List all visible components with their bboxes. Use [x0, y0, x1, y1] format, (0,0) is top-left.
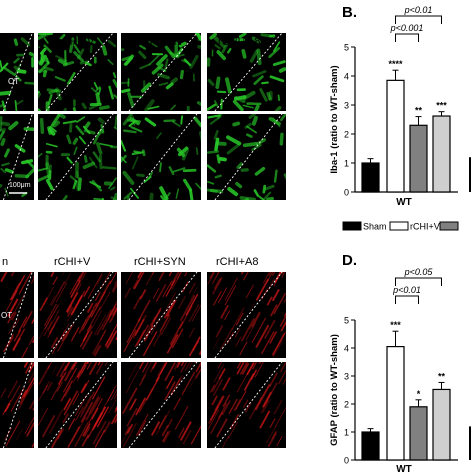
legend-swatch — [389, 221, 409, 231]
bar-rchi-v — [386, 79, 405, 193]
bottom-image-r1-c3 — [121, 272, 201, 358]
top-header-1: m — [2, 36, 12, 48]
bracket-label: p<0.01 — [404, 5, 433, 15]
top-image-r1-c4 — [207, 33, 286, 111]
top-image-r1-c3 — [121, 33, 201, 111]
top-ot-label: OT — [8, 77, 20, 86]
bracket-label: p<0.001 — [390, 23, 424, 33]
top-header-2: rCHI+V — [58, 36, 95, 48]
y-tick-label: 3 — [344, 372, 349, 382]
error-bar — [367, 158, 374, 163]
bottom-header-3: rCHI+SYN — [134, 256, 186, 268]
scale-bar-label: 100μm — [9, 182, 31, 189]
y-tick-label: 2 — [344, 400, 349, 410]
legend-label: Sham — [363, 222, 387, 232]
bottom-header-1: n — [2, 256, 9, 268]
top-header-4: rCHI+A8 — [218, 36, 261, 48]
top-image-r2-c1 — [0, 114, 34, 200]
y-axis-label: Iba-1 (ratio to WT-sham) — [329, 65, 340, 173]
top-header-3: rCHI+SYN — [130, 36, 182, 48]
legend-swatch — [439, 221, 459, 231]
y-tick-label: 5 — [344, 316, 349, 326]
bar-rchi-a8 — [432, 388, 451, 461]
panel-letter-b: B. — [342, 4, 357, 21]
bottom-ot-label: OT — [1, 311, 13, 320]
bar-sham — [361, 162, 380, 193]
error-bar — [438, 111, 445, 117]
bottom-image-r2-c2 — [38, 362, 117, 448]
legend-label: rCHI+V — [410, 222, 440, 232]
panel-letter-d: D. — [342, 252, 357, 269]
x-axis-label: WT — [396, 197, 412, 208]
bottom-image-r2-c3 — [121, 362, 201, 448]
top-image-r1-c1 — [0, 33, 34, 111]
significance-bracket — [395, 33, 419, 42]
bottom-header-4: rCHI+A8 — [216, 256, 259, 268]
bottom-image-r1-c1 — [0, 272, 34, 358]
significance-marker: *** — [390, 320, 401, 330]
significance-marker: *** — [436, 101, 447, 111]
bar-rchi-a8 — [432, 115, 451, 193]
error-bar — [392, 69, 399, 81]
significance-marker: **** — [388, 59, 403, 69]
bar-rchi-v — [386, 346, 405, 461]
y-tick-label: 1 — [344, 159, 349, 169]
significance-bracket — [395, 15, 442, 24]
significance-marker: * — [417, 389, 421, 399]
bottom-image-r2-c4 — [207, 362, 286, 448]
y-tick-label: 4 — [344, 344, 349, 354]
significance-bracket — [395, 277, 442, 286]
y-tick-label: 0 — [344, 456, 349, 466]
error-bar — [438, 381, 445, 390]
y-tick-label: 5 — [344, 43, 349, 53]
error-bar — [392, 330, 399, 347]
top-image-r2-c3 — [121, 114, 201, 200]
top-image-r2-c4 — [207, 114, 286, 200]
y-tick-label: 2 — [344, 130, 349, 140]
bracket-label: p<0.01 — [392, 285, 421, 295]
legend-swatch — [342, 221, 362, 231]
top-image-r1-c2 — [38, 33, 117, 111]
bar-rchi-syn — [409, 406, 428, 461]
y-tick-label: 0 — [344, 188, 349, 198]
legend: Sham rCHI+V — [342, 221, 459, 232]
y-tick-label: 4 — [344, 72, 349, 82]
error-bar — [415, 116, 422, 126]
error-bar — [367, 428, 374, 432]
significance-marker: ** — [438, 371, 446, 381]
bottom-header-2: rCHI+V — [54, 256, 91, 268]
error-bar — [415, 399, 422, 407]
y-axis-label: GFAP (ratio to WT-sham) — [329, 334, 340, 446]
bottom-image-r1-c4 — [207, 272, 286, 358]
bar-rchi-syn — [409, 124, 428, 193]
x-axis-label: WT — [396, 464, 412, 474]
y-tick-label: 1 — [344, 428, 349, 438]
y-tick-label: 3 — [344, 101, 349, 111]
top-image-r2-c2 — [38, 114, 117, 200]
bar-sham — [361, 431, 380, 461]
bottom-image-r2-c1 — [0, 362, 34, 448]
significance-bracket — [395, 295, 419, 304]
significance-marker: ** — [415, 106, 423, 116]
bottom-image-r1-c2 — [38, 272, 117, 358]
bracket-label: p<0.05 — [404, 267, 434, 277]
